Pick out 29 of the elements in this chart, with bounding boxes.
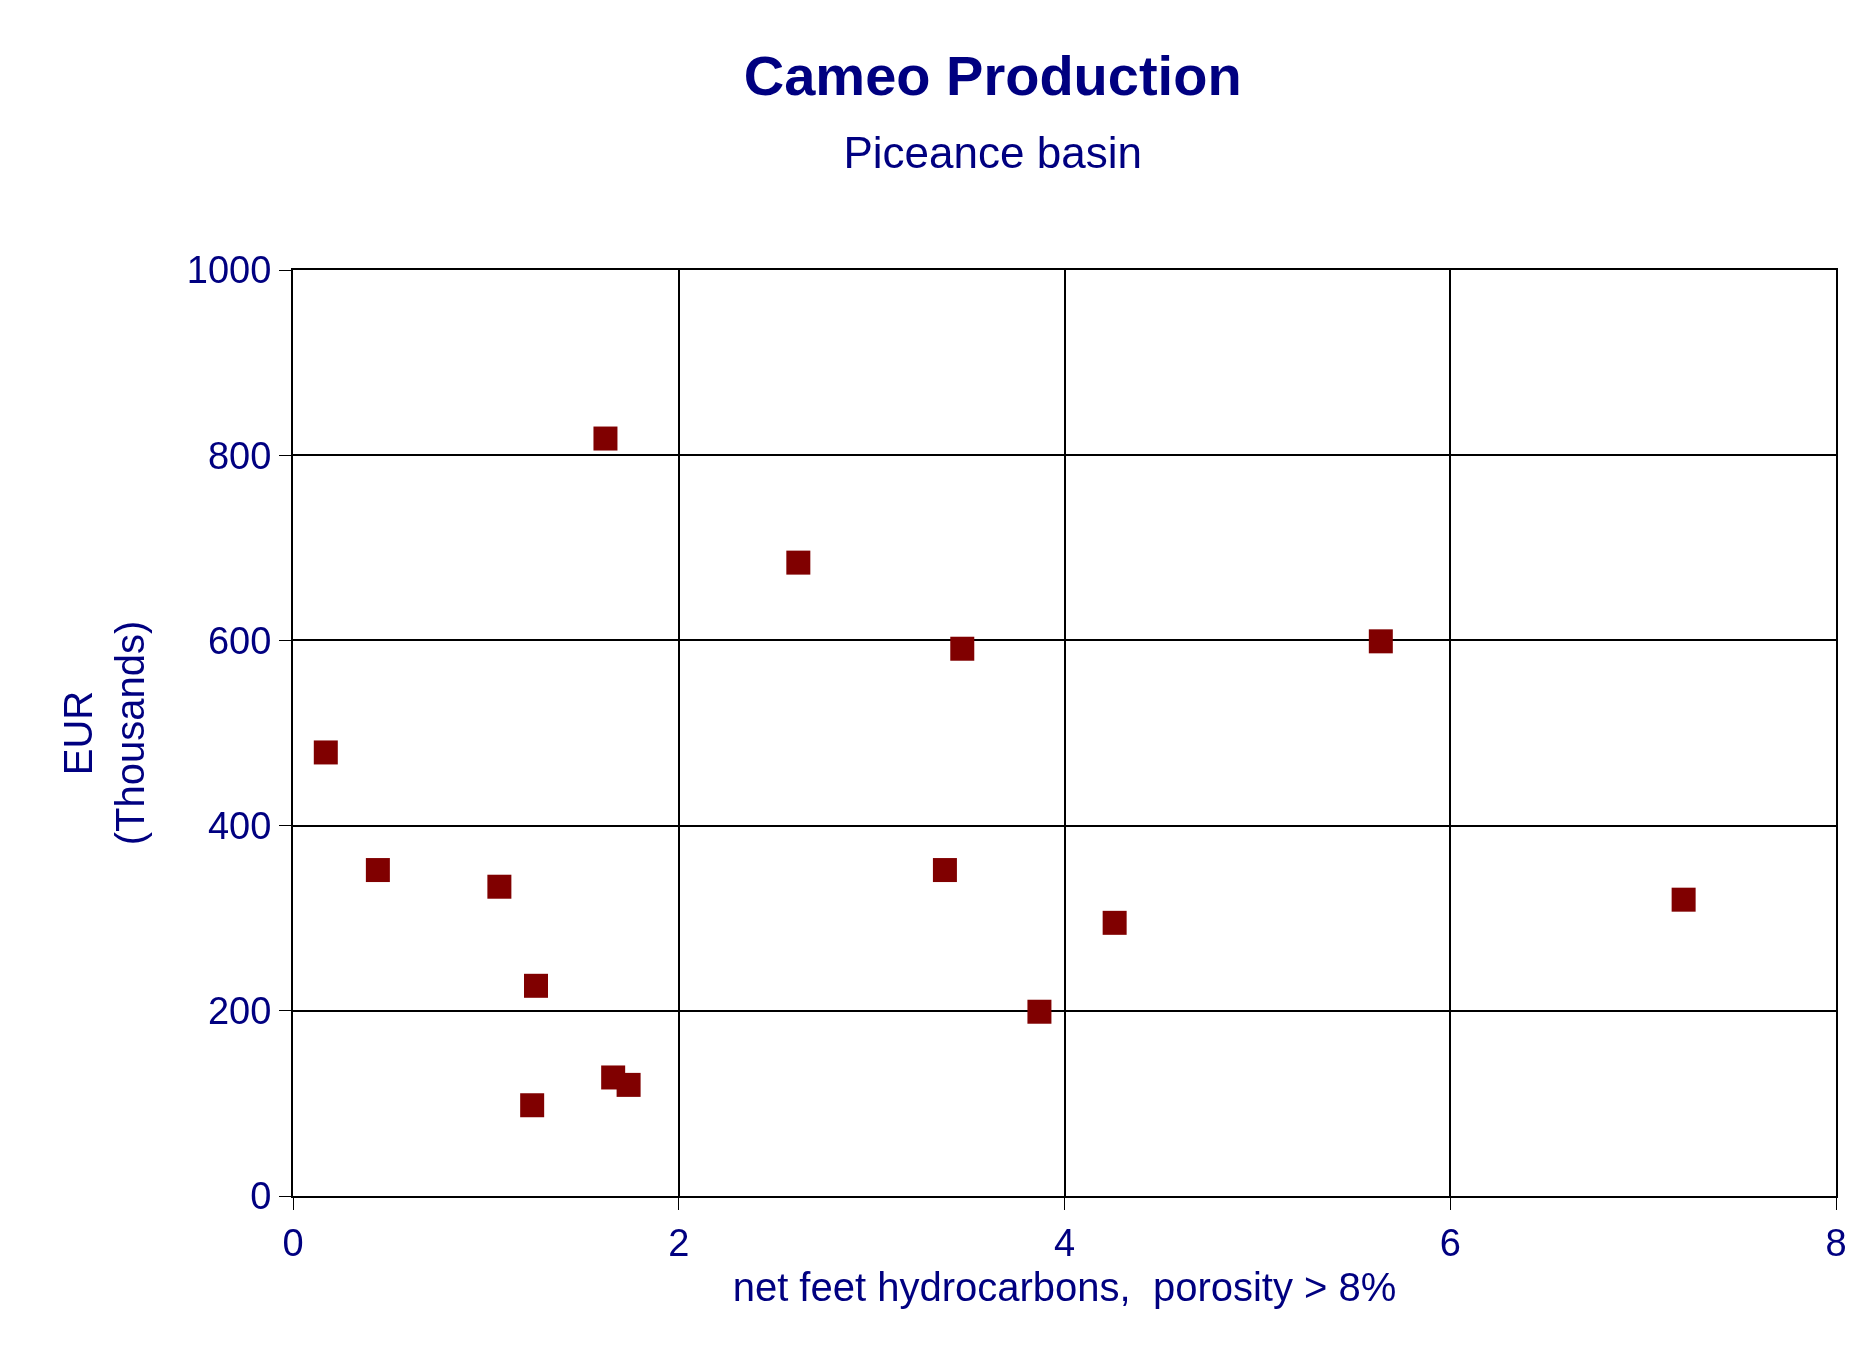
point	[487, 874, 512, 899]
point	[786, 550, 811, 575]
y-tick-label: 200	[207, 990, 272, 1033]
y-tick-label: 400	[207, 804, 272, 847]
point	[1671, 887, 1696, 912]
x-tick-label: 8	[1825, 1221, 1847, 1264]
point	[950, 636, 975, 661]
point	[932, 858, 957, 883]
x-tick-label: 0	[282, 1221, 304, 1264]
x-tick-label: 6	[1439, 1221, 1461, 1264]
y-tick-label: 0	[250, 1175, 272, 1218]
chart-subtitle: Piceance basin	[843, 127, 1142, 177]
point	[313, 740, 338, 765]
y-tick-label: 800	[207, 434, 272, 477]
point	[1368, 629, 1393, 654]
point	[520, 1093, 545, 1118]
point	[1027, 999, 1052, 1024]
point	[593, 426, 618, 451]
point	[524, 973, 549, 998]
point	[365, 858, 390, 883]
x-tick-label: 4	[1053, 1221, 1076, 1264]
y-tick-label: 600	[207, 619, 272, 662]
x-tick-label: 2	[668, 1221, 690, 1264]
chart-title: Cameo Production	[743, 43, 1242, 107]
point	[616, 1072, 641, 1097]
y-axis-title: EUR (Thousands)	[55, 620, 152, 846]
x-axis-title: net feet hydrocarbons, porosity > 8%	[732, 1264, 1397, 1309]
point	[1102, 910, 1127, 935]
y-tick-label: 1000	[186, 249, 272, 292]
